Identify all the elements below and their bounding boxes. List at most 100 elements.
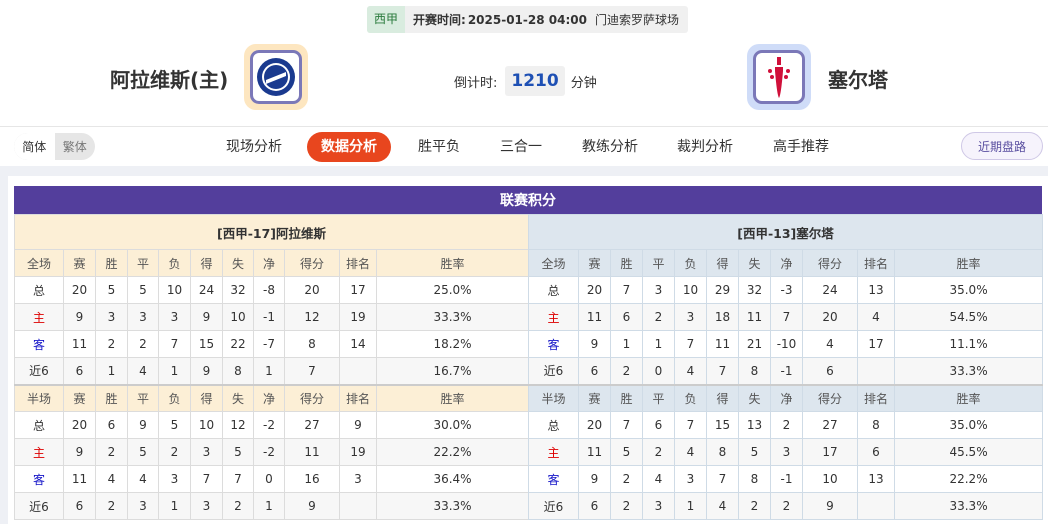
column-header: 负 bbox=[158, 249, 191, 277]
full-header-row: 全场赛胜平负得失净得分 排名 胜率 bbox=[528, 249, 1044, 277]
table-row: 近6 6 2 3 1 4 2 2 9 33.3% bbox=[528, 492, 1044, 520]
row-label: 主 bbox=[528, 438, 579, 466]
stat-cell: 15 bbox=[190, 330, 223, 358]
stat-cell: 30.0% bbox=[375, 411, 530, 439]
tab-win-draw-loss[interactable]: 胜平负 bbox=[418, 139, 460, 155]
stat-cell: 3 bbox=[642, 276, 675, 304]
table-row: 主 9 3 3 3 9 10 -1 12 19 33.3% bbox=[14, 303, 530, 331]
lang-simplified[interactable]: 简体 bbox=[14, 133, 55, 160]
league-badge[interactable]: 西甲 bbox=[367, 6, 406, 33]
stat-cell: 32 bbox=[738, 276, 771, 304]
stadium: 门迪索罗萨球场 bbox=[594, 13, 679, 27]
stat-cell: 11 bbox=[63, 465, 96, 493]
away-team-logo[interactable] bbox=[747, 44, 811, 110]
half-header-row: 半场赛胜平负得失净得分 排名 胜率 bbox=[528, 383, 1044, 412]
column-header: 半场 bbox=[14, 383, 64, 412]
stat-cell: 10 bbox=[674, 276, 707, 304]
stat-cell: 6 bbox=[802, 357, 858, 385]
tab-referee-analysis[interactable]: 裁判分析 bbox=[677, 139, 733, 155]
stat-cell: 29 bbox=[706, 276, 739, 304]
row-label: 主 bbox=[14, 303, 64, 331]
stat-cell: 20 bbox=[63, 276, 96, 304]
language-toggle: 简体 繁体 bbox=[14, 133, 95, 160]
row-label: 客 bbox=[14, 465, 64, 493]
column-header: 胜 bbox=[95, 383, 128, 412]
stat-cell: 3 bbox=[158, 465, 191, 493]
column-header: 得 bbox=[706, 249, 739, 277]
column-header: 赛 bbox=[578, 249, 611, 277]
tab-live-analysis[interactable]: 现场分析 bbox=[226, 139, 282, 155]
stat-cell: 1 bbox=[95, 357, 128, 385]
stat-cell: 5 bbox=[127, 438, 159, 466]
table-row: 主 9 2 5 2 3 5 -2 11 19 22.2% bbox=[14, 438, 530, 466]
table-row: 客 11 4 4 3 7 7 0 16 3 36.4% bbox=[14, 465, 530, 493]
countdown-value: 1210 bbox=[505, 66, 565, 96]
stat-cell: 5 bbox=[127, 276, 159, 304]
stat-cell: 4 bbox=[642, 465, 675, 493]
column-header: 得分 bbox=[284, 249, 340, 277]
stat-cell: 25.0% bbox=[375, 276, 530, 304]
stat-cell: 33.3% bbox=[893, 357, 1044, 385]
column-header: 胜率 bbox=[893, 383, 1044, 412]
stat-cell: 5 bbox=[158, 411, 191, 439]
stat-cell: 22.2% bbox=[375, 438, 530, 466]
column-header: 排名 bbox=[857, 249, 895, 277]
column-header: 半场 bbox=[528, 383, 579, 412]
tab-data-analysis[interactable]: 数据分析 bbox=[307, 132, 391, 162]
stat-cell: 9 bbox=[127, 411, 159, 439]
stat-cell: 9 bbox=[190, 357, 223, 385]
stat-cell: 24 bbox=[190, 276, 223, 304]
stat-cell: 17 bbox=[857, 330, 895, 358]
stat-cell: 7 bbox=[158, 330, 191, 358]
column-header: 得 bbox=[190, 383, 223, 412]
stat-cell: 0 bbox=[642, 357, 675, 385]
table-row: 客 9 2 4 3 7 8 -1 10 13 22.2% bbox=[528, 465, 1044, 493]
stat-cell: -7 bbox=[253, 330, 285, 358]
column-header: 得分 bbox=[284, 383, 340, 412]
stat-cell: 3 bbox=[642, 492, 675, 520]
stat-cell: -10 bbox=[770, 330, 803, 358]
stat-cell: 10 bbox=[190, 411, 223, 439]
column-header: 赛 bbox=[63, 249, 96, 277]
column-header: 得 bbox=[190, 249, 223, 277]
column-header: 净 bbox=[770, 249, 803, 277]
stat-cell: 3 bbox=[158, 303, 191, 331]
stat-cell: 7 bbox=[284, 357, 340, 385]
tab-coach-analysis[interactable]: 教练分析 bbox=[582, 139, 638, 155]
tab-three-in-one[interactable]: 三合一 bbox=[500, 139, 542, 155]
stat-cell: 8 bbox=[284, 330, 340, 358]
recent-trends-button[interactable]: 近期盘路 bbox=[961, 132, 1043, 160]
stat-cell: 13 bbox=[738, 411, 771, 439]
stat-cell: 13 bbox=[857, 276, 895, 304]
half-header-row: 半场赛胜平负得失净得分 排名 胜率 bbox=[14, 383, 530, 412]
alaves-crest-icon bbox=[257, 58, 295, 96]
home-standings-table: [西甲-17]阿拉维斯 全场赛胜平负得失净得分 排名 胜率总 20 5 5 10 24 32 -8 2… bbox=[13, 214, 530, 520]
column-header: 平 bbox=[642, 383, 675, 412]
column-header: 净 bbox=[253, 249, 285, 277]
standings-title: 联赛积分 bbox=[14, 186, 1042, 214]
stat-cell: 9 bbox=[190, 303, 223, 331]
stat-cell: 22.2% bbox=[893, 465, 1044, 493]
stat-cell: 7 bbox=[222, 465, 254, 493]
away-team-name[interactable]: 塞尔塔 bbox=[828, 68, 888, 92]
stat-cell: 5 bbox=[95, 276, 128, 304]
stat-cell: -1 bbox=[770, 465, 803, 493]
stat-cell: 6 bbox=[857, 438, 895, 466]
lang-traditional[interactable]: 繁体 bbox=[62, 140, 87, 154]
stat-cell: 3 bbox=[674, 303, 707, 331]
tab-expert-picks[interactable]: 高手推荐 bbox=[773, 139, 829, 155]
stat-cell: 6 bbox=[578, 357, 611, 385]
column-header: 负 bbox=[674, 383, 707, 412]
row-label: 总 bbox=[14, 276, 64, 304]
stat-cell: -1 bbox=[253, 303, 285, 331]
stat-cell: 9 bbox=[63, 303, 96, 331]
stat-cell: 4 bbox=[95, 465, 128, 493]
home-team-logo[interactable] bbox=[244, 44, 308, 110]
table-row: 近6 6 2 0 4 7 8 -1 6 33.3% bbox=[528, 357, 1044, 385]
stat-cell: 33.3% bbox=[893, 492, 1044, 520]
home-team-name[interactable]: 阿拉维斯(主) bbox=[110, 68, 229, 92]
stat-cell bbox=[339, 357, 377, 385]
table-row: 主 11 6 2 3 18 11 7 20 4 54.5% bbox=[528, 303, 1044, 331]
stat-cell: 2 bbox=[95, 330, 128, 358]
row-label: 客 bbox=[528, 465, 579, 493]
